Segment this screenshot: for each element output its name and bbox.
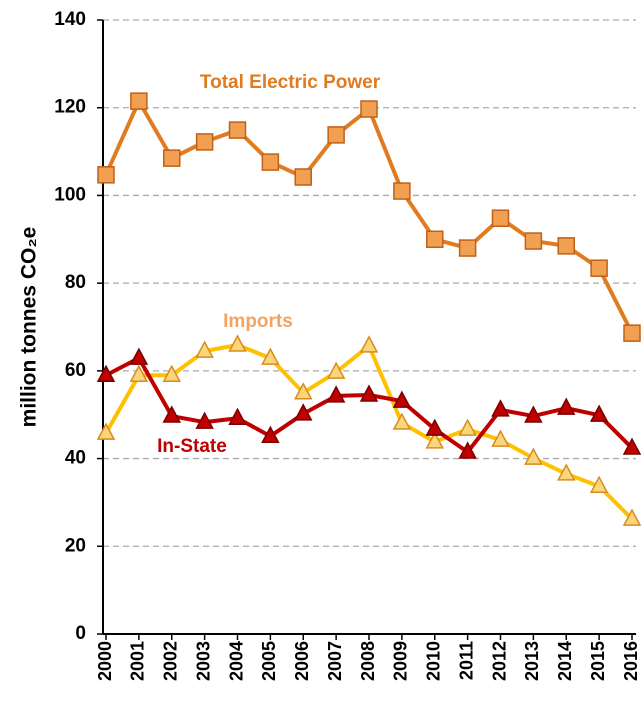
- y-tick-label: 0: [75, 623, 86, 644]
- marker: [326, 385, 346, 403]
- marker: [622, 508, 642, 526]
- x-tick-label: 2002: [161, 641, 181, 681]
- marker: [622, 437, 642, 455]
- x-tick-label: 2013: [522, 641, 542, 681]
- marker: [360, 100, 378, 118]
- marker: [96, 364, 116, 382]
- marker: [129, 347, 149, 365]
- y-axis-label: million tonnes CO₂e: [18, 227, 41, 428]
- x-tick-label: 2003: [193, 641, 213, 681]
- marker: [491, 399, 510, 417]
- marker: [458, 239, 477, 257]
- marker: [458, 441, 477, 459]
- marker: [589, 404, 609, 422]
- marker: [557, 397, 576, 415]
- x-tick-label: 2005: [259, 641, 279, 681]
- marker: [195, 340, 214, 358]
- x-tick-label: 2007: [325, 641, 345, 681]
- marker: [623, 324, 641, 342]
- marker: [261, 425, 280, 443]
- marker: [590, 259, 608, 277]
- y-tick-label: 100: [54, 184, 86, 205]
- marker: [392, 412, 412, 430]
- y-tick-label: 140: [54, 9, 86, 30]
- marker: [228, 407, 247, 425]
- marker: [425, 431, 444, 449]
- marker: [162, 364, 181, 382]
- x-tick-label: 2012: [489, 641, 509, 681]
- y-tick-label: 60: [65, 360, 86, 381]
- marker: [589, 475, 609, 493]
- marker: [195, 133, 214, 151]
- marker: [327, 126, 345, 144]
- series-line: [104, 99, 634, 335]
- x-tick-label: 2011: [456, 641, 476, 680]
- x-tick-label: 2000: [95, 641, 115, 681]
- y-tick-label: 80: [65, 272, 86, 293]
- marker: [294, 403, 313, 421]
- x-tick-label: 2009: [391, 641, 411, 681]
- marker: [393, 182, 411, 200]
- marker: [425, 418, 444, 436]
- marker: [458, 418, 477, 436]
- x-tick-label: 2015: [588, 641, 608, 681]
- marker: [392, 390, 412, 408]
- marker: [326, 361, 346, 379]
- series-label: Total Electric Power: [200, 72, 381, 93]
- marker: [130, 92, 148, 110]
- marker: [524, 232, 543, 250]
- marker: [359, 335, 379, 353]
- marker: [491, 209, 510, 227]
- marker: [228, 334, 247, 352]
- x-tick-label: 2016: [621, 641, 641, 681]
- y-tick-label: 40: [65, 448, 86, 469]
- marker: [228, 121, 247, 139]
- series-label: In-State: [157, 436, 227, 457]
- marker: [163, 149, 181, 167]
- marker: [129, 364, 149, 382]
- x-tick-label: 2008: [358, 641, 378, 681]
- marker: [162, 405, 181, 423]
- marker: [96, 422, 116, 440]
- x-tick-label: 2004: [226, 641, 246, 681]
- marker: [294, 382, 313, 400]
- marker: [557, 237, 575, 255]
- marker: [426, 230, 444, 249]
- x-tick-label: 2014: [555, 641, 575, 681]
- marker: [195, 411, 214, 429]
- marker: [491, 429, 510, 447]
- x-tick-label: 2006: [292, 641, 312, 681]
- marker: [359, 384, 379, 402]
- marker: [524, 447, 543, 465]
- x-tick-label: 2001: [128, 641, 148, 681]
- marker: [557, 463, 576, 481]
- x-tick-label: 2010: [424, 641, 444, 681]
- marker: [261, 347, 280, 365]
- marker: [294, 168, 312, 186]
- marker: [97, 166, 115, 184]
- y-tick-label: 120: [54, 97, 86, 118]
- marker: [261, 153, 280, 171]
- series-label: Imports: [223, 311, 293, 332]
- y-tick-label: 20: [65, 535, 86, 556]
- marker: [524, 405, 543, 423]
